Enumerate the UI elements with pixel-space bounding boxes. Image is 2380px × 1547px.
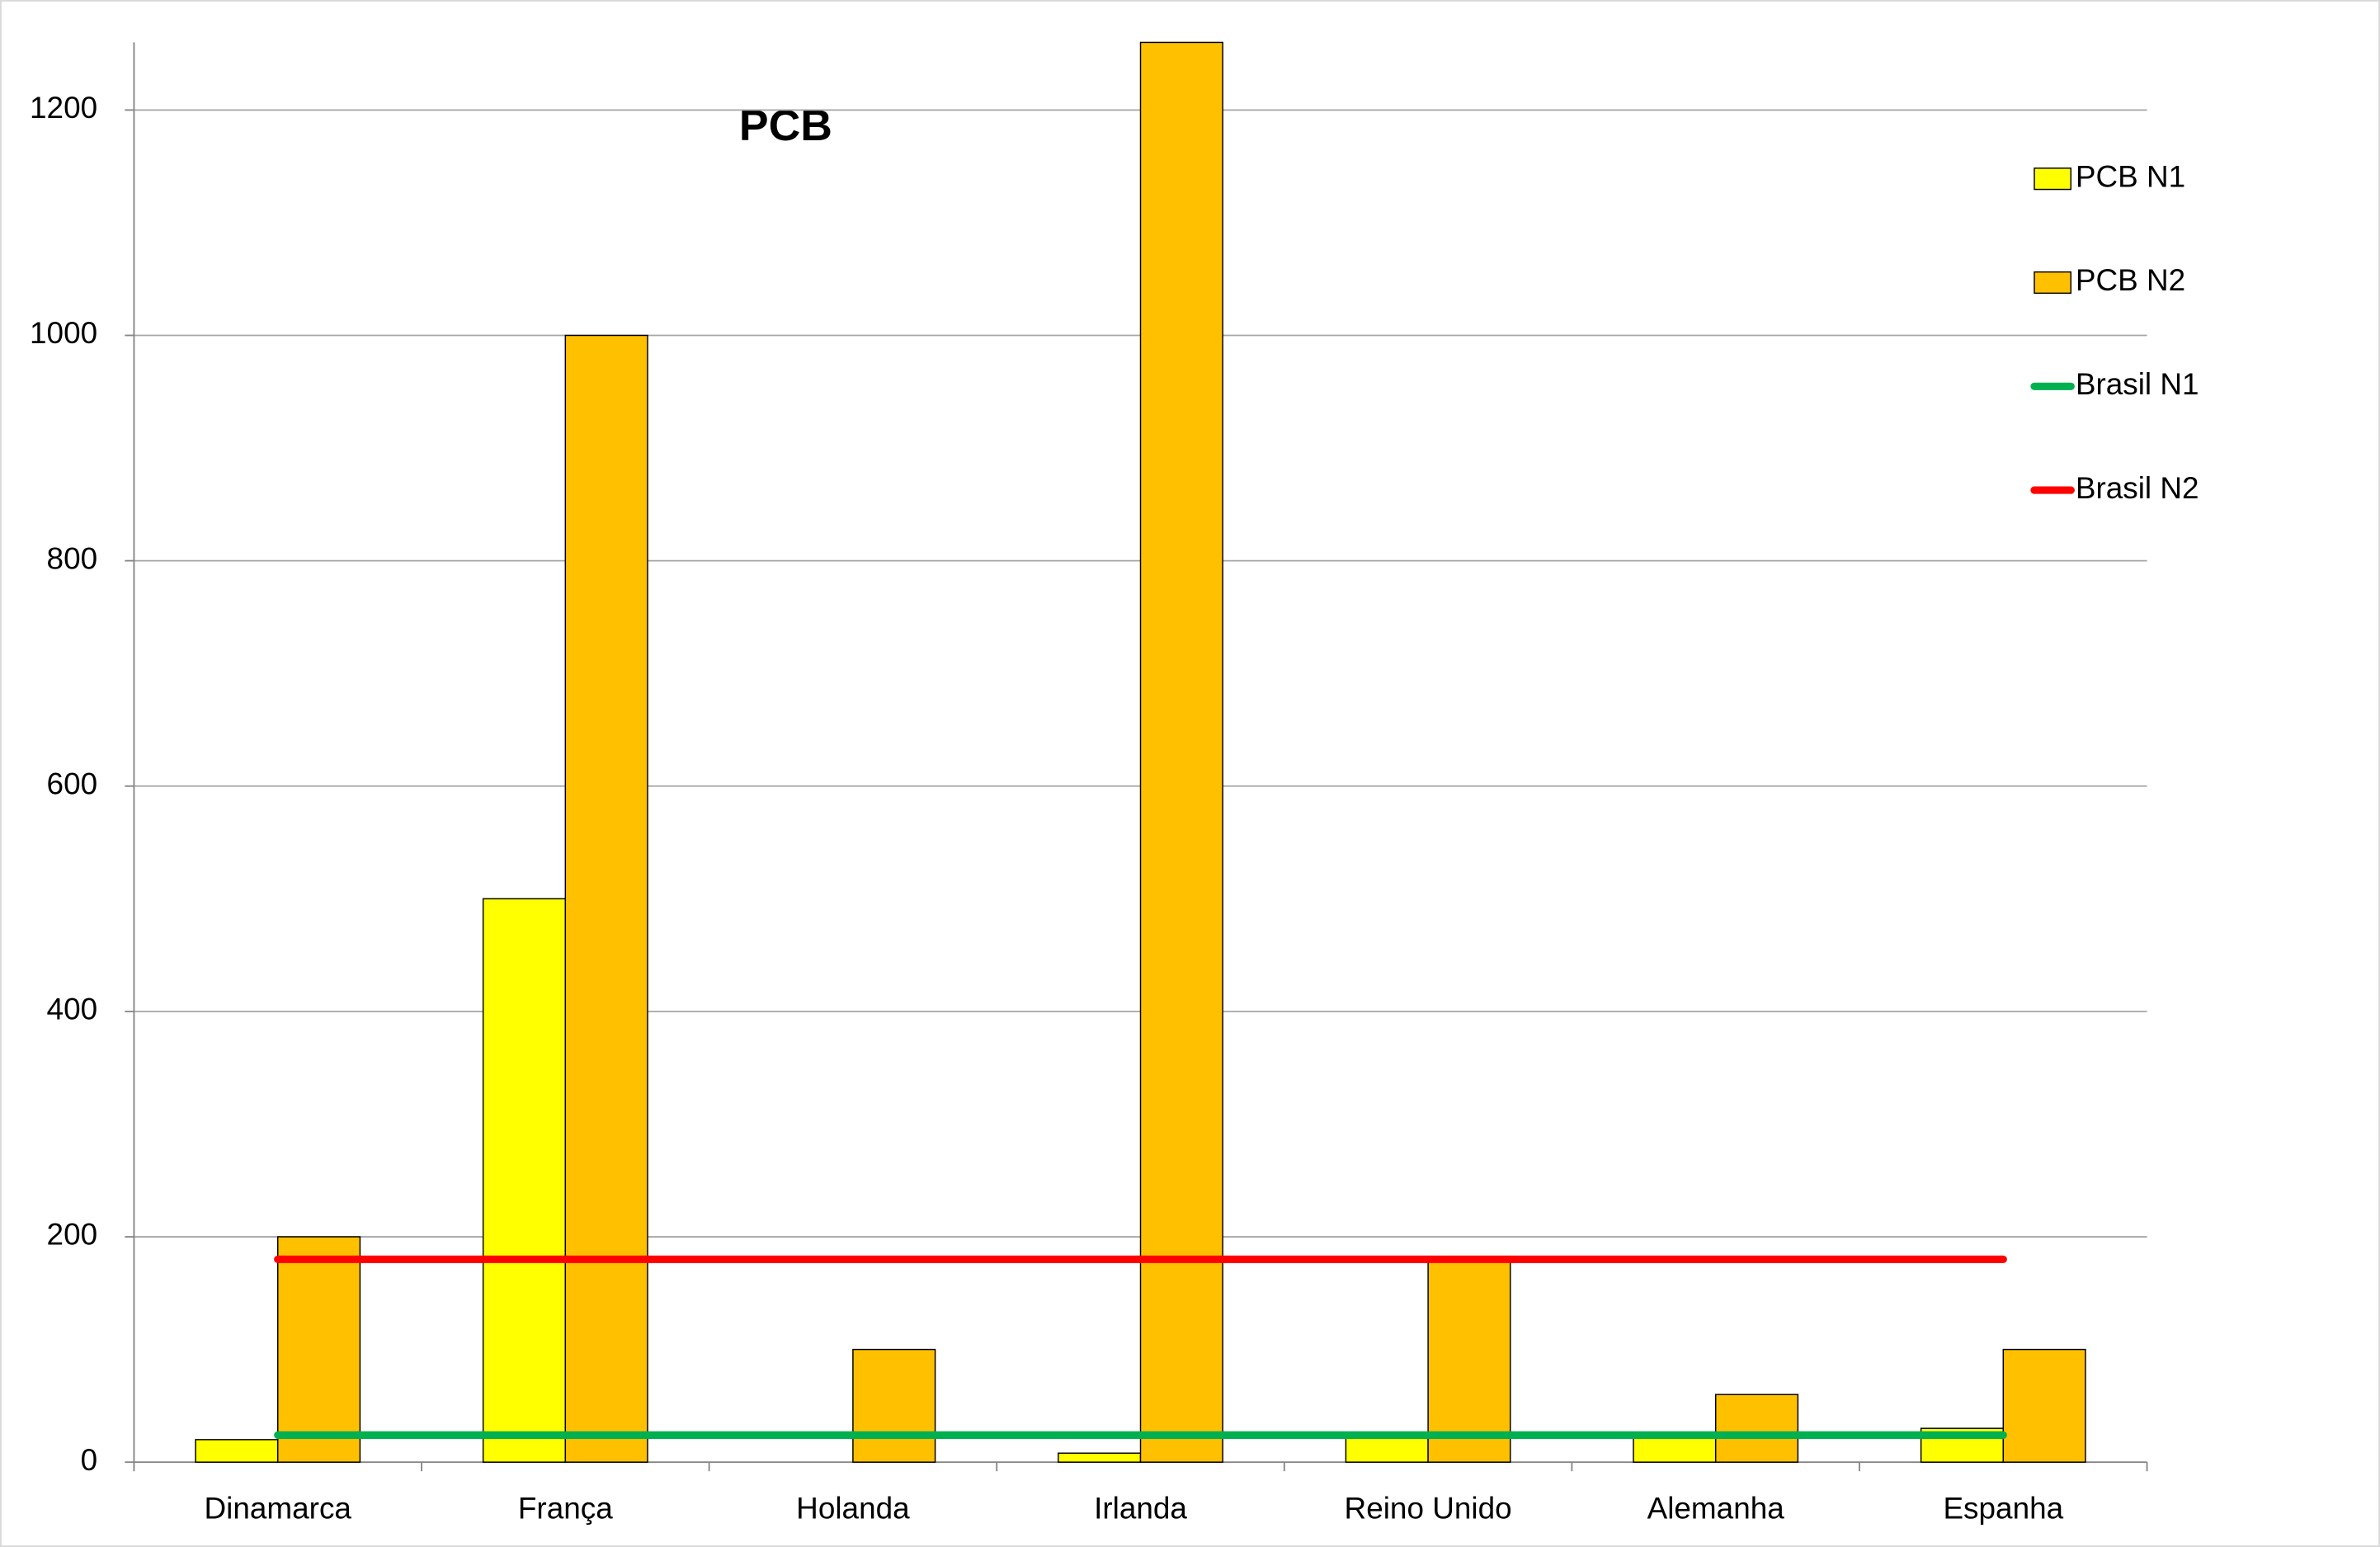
- x-tick-label: Irlanda: [1094, 1492, 1187, 1526]
- x-tick-label: Espanha: [1943, 1492, 2063, 1526]
- bar: [1633, 1434, 1717, 1463]
- x-tick-label: Dinamarca: [205, 1492, 352, 1526]
- y-tick-label: 400: [47, 993, 98, 1026]
- bar: [1058, 1452, 1142, 1463]
- legend-label: Brasil N2: [2076, 471, 2199, 505]
- bar: [1427, 1258, 1511, 1463]
- y-tick-label: 1200: [30, 91, 97, 125]
- x-tick-label: Alemanha: [1647, 1492, 1785, 1526]
- chart-title: PCB: [739, 101, 832, 150]
- y-tick-label: 0: [81, 1443, 98, 1477]
- bar: [852, 1348, 936, 1463]
- legend-label: PCB N2: [2076, 263, 2185, 297]
- y-tick-label: 600: [47, 767, 98, 801]
- bar: [1139, 41, 1223, 1463]
- bar: [1714, 1394, 1799, 1463]
- bar: [1345, 1434, 1429, 1463]
- bar: [195, 1439, 279, 1463]
- x-tick-label: Reino Unido: [1345, 1492, 1512, 1526]
- bar: [276, 1236, 361, 1463]
- x-tick-label: França: [518, 1492, 613, 1526]
- bar: [564, 334, 648, 1463]
- legend-swatch: [2034, 271, 2072, 295]
- x-tick-label: Holanda: [796, 1492, 910, 1526]
- legend-label: Brasil N1: [2076, 367, 2199, 401]
- bar: [482, 898, 567, 1463]
- y-tick-label: 800: [47, 541, 98, 575]
- y-tick-label: 200: [47, 1218, 98, 1252]
- legend-label: PCB N1: [2076, 159, 2185, 193]
- bar: [2002, 1348, 2086, 1463]
- y-tick-label: 1000: [30, 316, 97, 350]
- legend-swatch: [2034, 167, 2072, 191]
